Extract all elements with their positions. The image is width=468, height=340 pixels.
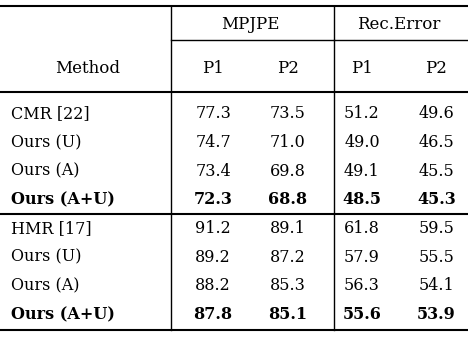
Text: MPJPE: MPJPE [221, 17, 279, 34]
Text: Ours (U): Ours (U) [11, 134, 81, 151]
Text: 68.8: 68.8 [268, 191, 307, 208]
Text: CMR [22]: CMR [22] [11, 105, 89, 122]
Text: Method: Method [55, 60, 120, 77]
Text: 72.3: 72.3 [194, 191, 233, 208]
Text: 69.8: 69.8 [270, 163, 306, 180]
Text: 55.6: 55.6 [343, 306, 381, 323]
Text: 85.3: 85.3 [270, 277, 306, 294]
Text: 87.8: 87.8 [193, 306, 233, 323]
Text: Ours (A+U): Ours (A+U) [11, 191, 115, 208]
Text: 51.2: 51.2 [344, 105, 380, 122]
Text: 89.2: 89.2 [195, 249, 231, 266]
Text: 54.1: 54.1 [418, 277, 454, 294]
Text: 73.4: 73.4 [195, 163, 231, 180]
Text: 87.2: 87.2 [270, 249, 306, 266]
Text: 49.1: 49.1 [344, 163, 380, 180]
Text: 46.5: 46.5 [418, 134, 454, 151]
Text: HMR [17]: HMR [17] [11, 220, 91, 237]
Text: 55.5: 55.5 [418, 249, 454, 266]
Text: 88.2: 88.2 [195, 277, 231, 294]
Text: 45.5: 45.5 [418, 163, 454, 180]
Text: P1: P1 [202, 60, 224, 77]
Text: Ours (A): Ours (A) [11, 163, 79, 180]
Text: 74.7: 74.7 [195, 134, 231, 151]
Text: 59.5: 59.5 [418, 220, 454, 237]
Text: 73.5: 73.5 [270, 105, 306, 122]
Text: Ours (U): Ours (U) [11, 249, 81, 266]
Text: 89.1: 89.1 [270, 220, 306, 237]
Text: 45.3: 45.3 [417, 191, 456, 208]
Text: 57.9: 57.9 [344, 249, 380, 266]
Text: 48.5: 48.5 [343, 191, 381, 208]
Text: P2: P2 [277, 60, 299, 77]
Text: 49.0: 49.0 [344, 134, 380, 151]
Text: Ours (A+U): Ours (A+U) [11, 306, 115, 323]
Text: P1: P1 [351, 60, 373, 77]
Text: P2: P2 [425, 60, 447, 77]
Text: 85.1: 85.1 [268, 306, 307, 323]
Text: 53.9: 53.9 [417, 306, 456, 323]
Text: Ours (A): Ours (A) [11, 277, 79, 294]
Text: 91.2: 91.2 [195, 220, 231, 237]
Text: 61.8: 61.8 [344, 220, 380, 237]
Text: 77.3: 77.3 [195, 105, 231, 122]
Text: Rec.Error: Rec.Error [358, 17, 441, 34]
Text: 49.6: 49.6 [418, 105, 454, 122]
Text: 71.0: 71.0 [270, 134, 306, 151]
Text: 56.3: 56.3 [344, 277, 380, 294]
